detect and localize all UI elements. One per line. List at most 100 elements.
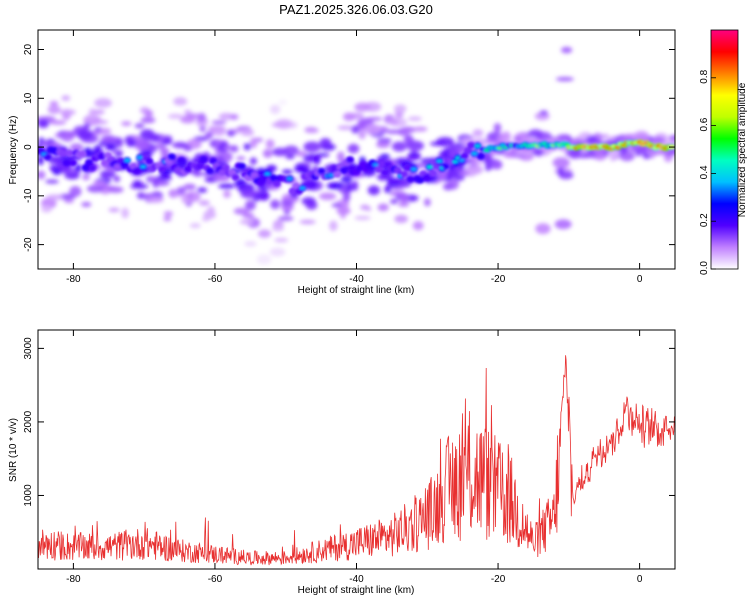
heatmap-cell — [113, 163, 122, 171]
heatmap-cell — [346, 156, 355, 164]
heatmap-cell — [196, 162, 205, 170]
heatmap-cell — [301, 197, 316, 206]
heatmap-cell — [69, 186, 82, 197]
heatmap-cell — [412, 220, 424, 231]
heatmap-cell — [59, 109, 76, 116]
heatmap-cell — [218, 112, 234, 121]
heatmap-cell — [145, 157, 154, 165]
heatmap-cell — [397, 127, 410, 137]
heatmap-cell — [140, 165, 147, 169]
heatmap-cell — [198, 199, 210, 206]
x-tick-label: -80 — [66, 574, 81, 585]
x-tick-label: -60 — [208, 274, 223, 285]
heatmap-cell — [472, 129, 484, 137]
colorbar-tick-label: 0.4 — [699, 165, 710, 179]
y-tick-label: -20 — [23, 237, 34, 252]
x-tick-label: 0 — [637, 274, 643, 285]
heatmap-cell — [532, 148, 544, 156]
heatmap-cell — [497, 133, 505, 145]
heatmap-cell — [376, 141, 391, 148]
heatmap-cell — [328, 182, 345, 190]
heatmap-cell — [354, 102, 371, 112]
heatmap-cell — [389, 190, 406, 196]
heatmap-cell — [379, 153, 390, 159]
heatmap-cell — [386, 118, 399, 125]
heatmap-cell — [217, 144, 228, 153]
heatmap-cell — [339, 166, 348, 174]
heatmap-cell — [78, 150, 87, 158]
heatmap-cell — [176, 186, 186, 195]
heatmap-cell — [441, 162, 450, 170]
heatmap-cell — [237, 162, 246, 170]
heatmap-cell — [471, 152, 478, 155]
heatmap-cell — [43, 153, 52, 161]
heatmap-cell — [63, 131, 81, 136]
heatmap-cell — [513, 151, 531, 156]
spectrogram-panel: -80 -60 -40 -20 0 -20 -10 0 10 20 Height of stra… — [8, 29, 676, 296]
heatmap-cell — [62, 159, 71, 167]
heatmap-cell — [171, 141, 188, 149]
heatmap-cell — [92, 109, 105, 115]
heatmap-cell — [100, 135, 117, 144]
heatmap-cell — [243, 143, 252, 151]
y-tick-label: 20 — [23, 44, 34, 56]
heatmap-cell — [183, 183, 196, 190]
heatmap-cell — [467, 141, 476, 149]
heatmap-cell — [231, 173, 240, 181]
heatmap-cell — [69, 143, 84, 153]
heatmap-cell — [230, 114, 239, 120]
heatmap-cell — [239, 219, 254, 225]
heatmap-cell — [403, 163, 412, 171]
heatmap-cell — [299, 186, 306, 190]
heatmap-cell — [364, 123, 382, 135]
heatmap-cell — [256, 254, 272, 265]
heatmap-cell — [294, 164, 308, 173]
bottom-y-ticks: 1000 2000 3000 — [23, 337, 675, 507]
heatmap-cell — [453, 173, 465, 181]
heatmap-cell — [140, 116, 156, 124]
x-tick-label: -40 — [349, 274, 364, 285]
heatmap-cell — [124, 159, 131, 162]
heatmap-cell — [136, 192, 146, 200]
heatmap-cell — [249, 157, 258, 165]
bottom-x-axis-label: Height of straight line (km) — [298, 585, 415, 596]
heatmap-cell — [552, 157, 570, 169]
heatmap-cell — [340, 175, 353, 183]
heatmap-cell — [313, 154, 321, 165]
heatmap-cell — [614, 145, 621, 149]
heatmap-cell — [463, 147, 472, 155]
colorbar-gradient — [710, 29, 739, 270]
heatmap-cell — [410, 167, 417, 171]
heatmap-cell — [333, 170, 342, 178]
heatmap-cell — [635, 145, 648, 154]
colorbar-ticks: 0.0 0.2 0.4 0.6 0.8 — [699, 69, 716, 275]
colorbar: 0.0 0.2 0.4 0.6 0.8 Normalized spectral ampl… — [699, 29, 748, 275]
heatmap-cell — [265, 139, 275, 149]
heatmap-cell — [264, 172, 271, 176]
heatmap-cell — [272, 147, 289, 157]
heatmap-cell — [163, 211, 174, 217]
heatmap-cell — [69, 159, 78, 167]
heatmap-cell — [147, 133, 161, 142]
heatmap-cell — [258, 229, 271, 238]
heatmap-cell — [233, 207, 250, 215]
heatmap-cell — [38, 154, 44, 166]
heatmap-cell — [429, 141, 447, 146]
heatmap-cell — [64, 199, 75, 204]
heatmap-cell — [280, 198, 294, 208]
heatmap-cell — [144, 109, 154, 118]
heatmap-cell — [407, 151, 421, 161]
y-tick-label: 0 — [23, 144, 34, 150]
heatmap-cell — [385, 129, 404, 135]
heatmap-cell — [575, 154, 592, 159]
heatmap-cell — [49, 120, 67, 125]
heatmap-cell — [372, 163, 379, 167]
heatmap-cell — [262, 149, 273, 158]
heatmap-cell — [146, 196, 164, 203]
heatmap-cell — [377, 160, 386, 168]
heatmap-cell — [285, 154, 295, 160]
colorbar-tick-label: 0.8 — [699, 69, 710, 83]
heatmap-cell — [406, 175, 415, 183]
heatmap-cell — [406, 171, 418, 178]
y-tick-label: 2000 — [23, 410, 34, 433]
